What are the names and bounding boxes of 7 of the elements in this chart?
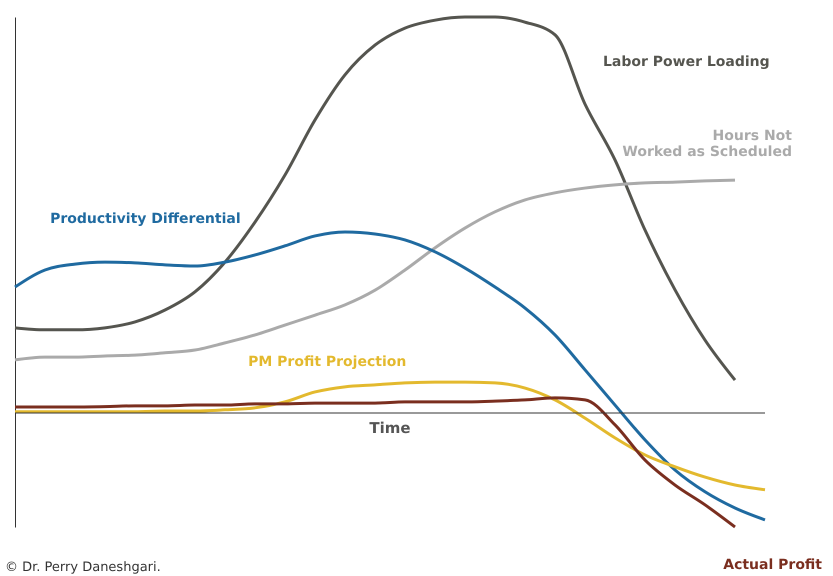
series-label: PM Profit Projection <box>248 354 406 370</box>
x-axis-title: Time <box>369 418 411 437</box>
text: Actual Profit <box>723 557 822 574</box>
text: Labor Power Loading <box>603 54 770 70</box>
text: Productivity Differential <box>50 210 241 227</box>
text: © Dr. Perry Daneshgari. <box>5 560 161 575</box>
series-label: Hours Not Worked as Scheduled <box>622 128 792 160</box>
